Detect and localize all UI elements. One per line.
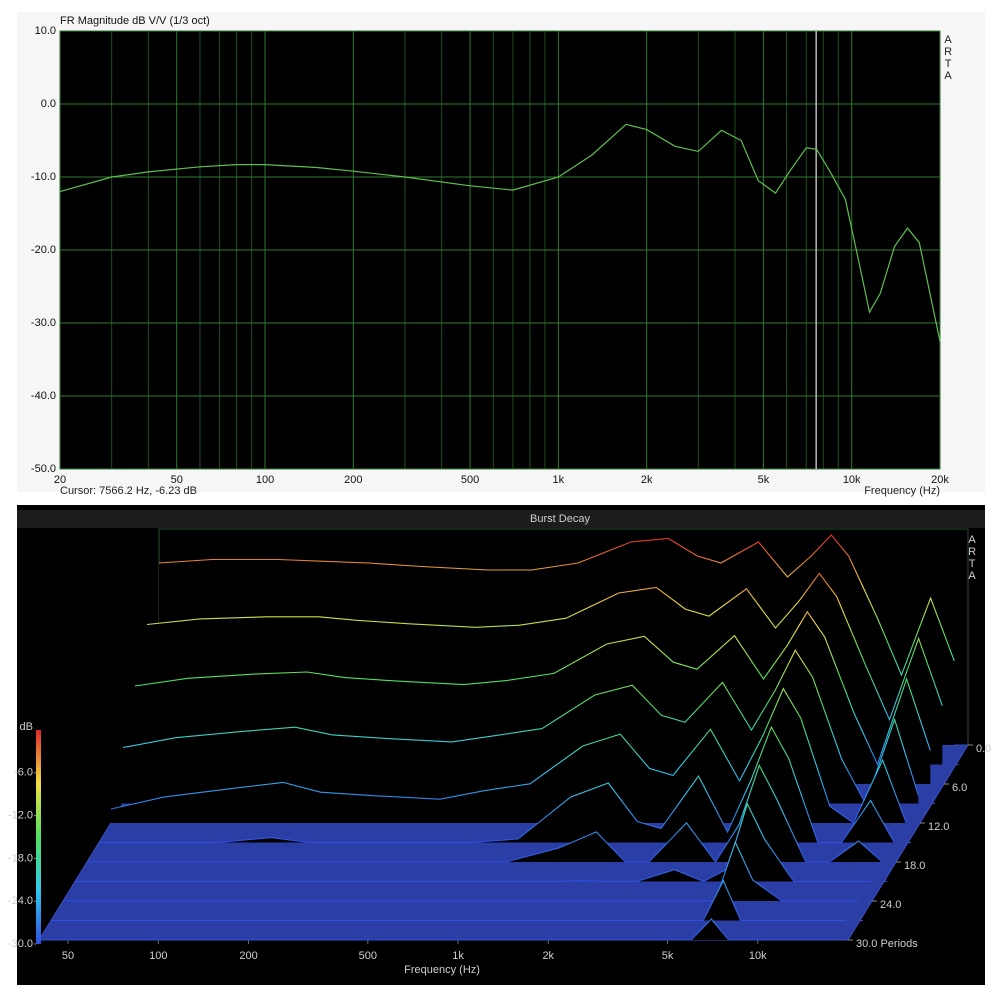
x-tick-label: 500 [461, 474, 479, 486]
z-tick-label: 0.0 [976, 743, 991, 755]
decay-slice [122, 649, 919, 805]
y-tick-label: -20.0 [31, 244, 56, 256]
chart-title: Burst Decay [530, 513, 590, 525]
decay-slice [158, 534, 955, 677]
slice-fill [87, 765, 883, 862]
y-tick-label: -40.0 [31, 390, 56, 402]
y-tick-label: -10.0 [31, 171, 56, 183]
x-tick-label: 1k [553, 474, 565, 486]
z-tick-label: 18.0 [904, 860, 925, 872]
decay-slice [63, 840, 859, 902]
x-tick-label: 500 [359, 950, 377, 962]
x-tick-label: 2k [641, 474, 653, 486]
decay-slice [110, 687, 907, 824]
fr-line [59, 123, 941, 342]
colorbar-tick-label: -30.0 [8, 938, 33, 950]
slice-fill [111, 688, 907, 823]
x-tick-label: 20k [931, 474, 949, 486]
x-tick-label: 200 [344, 474, 362, 486]
x-tick-label: 100 [149, 950, 167, 962]
brand: ARTA [966, 534, 978, 582]
colorbar-tick-label: -12.0 [8, 810, 33, 822]
colorbar-tick-label: -18.0 [8, 852, 33, 864]
x-tick-label: 1k [452, 950, 464, 962]
x-axis-label: Frequency (Hz) [864, 485, 940, 497]
brand: ARTA [942, 34, 954, 82]
x-tick-label: 10k [843, 474, 861, 486]
decay-slice [75, 802, 871, 883]
x-tick-label: 20 [54, 474, 66, 486]
x-tick-label: 5k [758, 474, 770, 486]
z-tick-label: 30.0 Periods [856, 938, 918, 950]
decay-slice [99, 725, 895, 844]
x-tick-label: 5k [662, 950, 674, 962]
z-tick-label: 6.0 [952, 782, 967, 794]
x-axis-label: Frequency (Hz) [404, 964, 480, 976]
decay-slice [51, 879, 847, 922]
z-tick-label: 12.0 [928, 821, 949, 833]
y-tick-label: 0.0 [41, 98, 56, 110]
x-tick-label: 50 [62, 950, 74, 962]
slice-fill [99, 727, 895, 843]
decay-slice [39, 918, 835, 941]
z-tick-label: 24.0 [880, 899, 901, 911]
x-tick-label: 100 [256, 474, 274, 486]
x-tick-label: 200 [239, 950, 257, 962]
x-tick-label: 2k [542, 950, 554, 962]
x-tick-label: 50 [171, 474, 183, 486]
chart-title: FR Magnitude dB V/V (1/3 oct) [60, 15, 210, 27]
decay-slice [134, 610, 931, 766]
cursor-readout: Cursor: 7566.2 Hz, -6.23 dB [60, 485, 197, 497]
x-tick-label: 10k [749, 950, 767, 962]
y-tick-label: -30.0 [31, 317, 56, 329]
colorbar-tick-label: -24.0 [8, 895, 33, 907]
decay-slice [87, 764, 883, 863]
y-tick-label: 10.0 [35, 25, 56, 37]
colorbar-label: dB [20, 721, 33, 733]
decay-slice [146, 572, 943, 722]
colorbar [36, 730, 41, 944]
y-tick-label: -50.0 [31, 463, 56, 475]
title-bar [17, 510, 985, 528]
colorbar-tick-label: -6.0 [14, 767, 33, 779]
